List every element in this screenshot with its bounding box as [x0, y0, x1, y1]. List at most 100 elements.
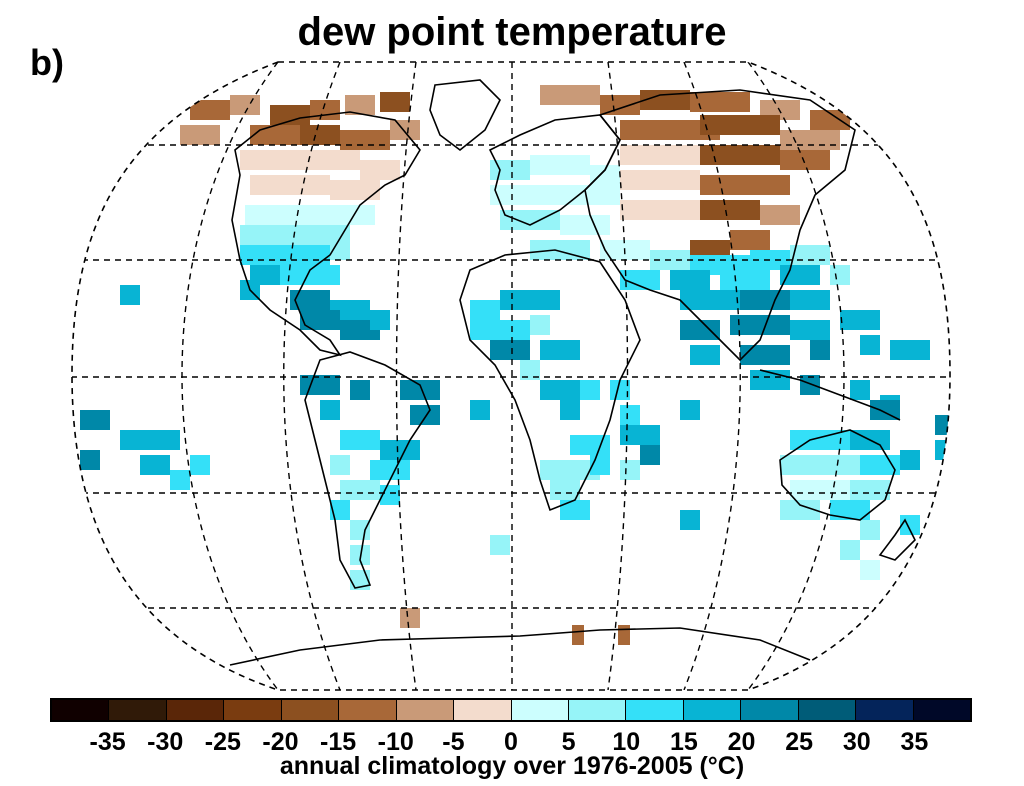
grid-cell [730, 230, 770, 250]
grid-cell [680, 320, 720, 340]
grid-cell [900, 450, 920, 470]
grid-cell [190, 455, 210, 475]
colorbar-swatch [281, 700, 340, 720]
grid-cell [350, 520, 370, 540]
grid-cell [620, 270, 660, 290]
grid-cell [640, 90, 690, 110]
grid-cell [790, 320, 830, 340]
grid-cell [620, 405, 640, 425]
grid-cell [810, 110, 850, 130]
colorbar-ticks: -35 -30 -25 -20 -15 -10 -5 0 5 10 15 20 25 30 35 [50, 728, 972, 758]
colorbar-swatch [52, 700, 110, 720]
colorbar-swatch [224, 700, 282, 720]
grid-cell [860, 560, 880, 580]
grid-cell [250, 125, 300, 145]
grid-cell [140, 455, 170, 475]
grid-cell [620, 460, 640, 480]
grid-cell [850, 480, 890, 500]
colorbar-tick-label: 5 [561, 728, 576, 756]
colorbar-swatch [683, 700, 742, 720]
temperature-cells [80, 85, 950, 645]
grid-cell [618, 625, 630, 645]
colorbar-tick-label: -35 [89, 728, 126, 756]
colorbar [50, 698, 972, 722]
colorbar-swatch [339, 700, 397, 720]
grid-cell [700, 145, 780, 165]
grid-cell [500, 210, 560, 230]
grid-cell [290, 290, 330, 310]
grid-cell [540, 340, 580, 360]
grid-cell [790, 290, 830, 310]
colorbar-tick-label: 0 [504, 728, 518, 756]
new-zealand-outline [878, 518, 916, 561]
colorbar-tick-label: 25 [785, 728, 814, 756]
grid-cell [360, 160, 400, 180]
grid-cell [330, 500, 350, 520]
colorbar-tick-label: 35 [900, 728, 929, 756]
colorbar-swatch [166, 700, 225, 720]
grid-cell [580, 380, 600, 400]
colorbar-swatch [913, 700, 970, 720]
grid-cell [780, 150, 830, 170]
grid-cell [740, 290, 790, 310]
grid-cell [240, 225, 290, 245]
grid-cell [400, 608, 420, 628]
grid-cell [520, 360, 540, 380]
grid-cell [330, 455, 350, 475]
grid-cell [80, 410, 110, 430]
colorbar-swatch [454, 700, 512, 720]
grid-cell [400, 380, 440, 400]
grid-cell [700, 115, 780, 135]
grid-cell [730, 315, 790, 335]
grid-cell [470, 400, 490, 420]
colorbar-tick-label: 30 [842, 728, 871, 756]
grid-cell [830, 265, 850, 285]
grid-cell [640, 445, 660, 465]
grid-cell [310, 100, 340, 120]
grid-cell [410, 405, 440, 425]
map-title: dew point temperature [297, 10, 727, 54]
grid-cell [320, 265, 340, 285]
grid-cell [840, 310, 880, 330]
grid-cell [340, 480, 380, 500]
grid-cell [550, 480, 580, 500]
grid-cell [780, 500, 820, 520]
grid-cell [860, 335, 880, 355]
grid-cell [870, 400, 900, 420]
colorbar-swatch [798, 700, 857, 720]
grid-cell [935, 415, 950, 435]
greenland-outline [429, 79, 501, 152]
grid-cell [380, 92, 410, 112]
grid-cell [540, 460, 600, 480]
grid-cell [620, 145, 700, 165]
grid-cell [620, 425, 660, 445]
grid-cell [540, 290, 560, 310]
grid-cell [600, 95, 640, 115]
grid-cell [780, 455, 860, 475]
grid-cell [860, 455, 900, 475]
colorbar-tick-label: -30 [147, 728, 184, 756]
grid-cell [760, 205, 800, 225]
grid-cell [560, 400, 580, 420]
grid-cell [350, 570, 370, 590]
colorbar-swatch [109, 700, 167, 720]
grid-cell [572, 625, 584, 645]
grid-cell [345, 95, 375, 115]
grid-cell [850, 380, 870, 400]
graticule [72, 62, 950, 690]
grid-cell [120, 285, 140, 305]
grid-cell [680, 510, 700, 530]
colorbar-tick-label: 10 [612, 728, 641, 756]
colorbar-swatch [626, 700, 684, 720]
asia-outline [584, 89, 856, 362]
grid-cell [590, 165, 620, 185]
grid-cell [490, 160, 530, 180]
grid-cell [470, 320, 530, 340]
grid-cell [500, 290, 540, 310]
grid-cell [680, 400, 700, 420]
grid-cell [305, 205, 375, 225]
colorbar-swatch [568, 700, 627, 720]
grid-cell [700, 200, 760, 220]
grid-cell [810, 340, 830, 360]
grid-cell [490, 340, 530, 360]
